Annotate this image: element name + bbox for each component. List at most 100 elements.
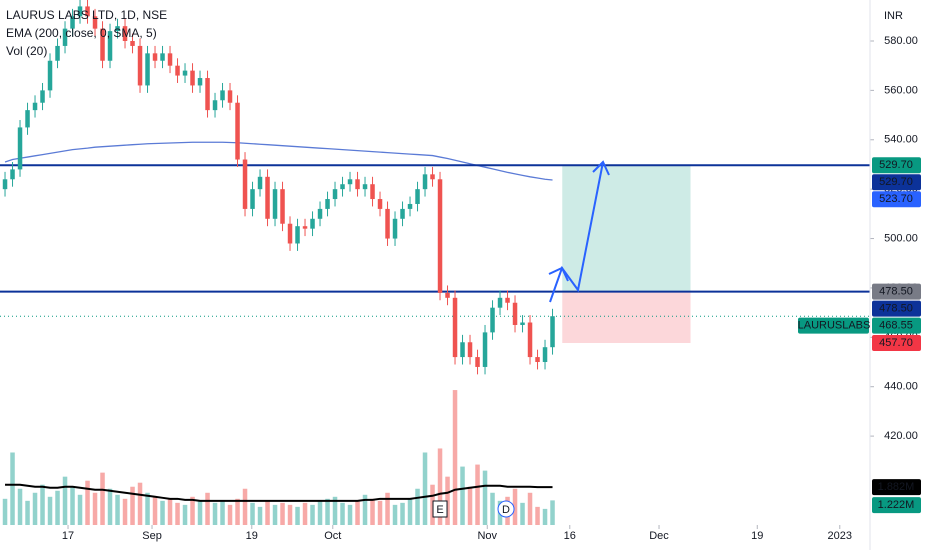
candle-body	[527, 322, 533, 358]
volume-bar	[160, 500, 165, 525]
volume-bar	[512, 488, 518, 525]
volume-bar	[542, 508, 548, 525]
volume-bar	[212, 502, 218, 525]
price-label: 478.50	[879, 286, 913, 298]
volume-bar	[167, 498, 173, 525]
chart-title: LAURUS LABS LTD, 1D, NSE	[6, 8, 167, 22]
candle-body	[212, 100, 218, 111]
price-label: 529.70	[879, 159, 913, 171]
volume-ma	[5, 483, 553, 502]
candle-body	[47, 60, 53, 91]
candle-body	[287, 223, 293, 244]
indicator-label: EMA (200, close, 0, SMA, 5)	[6, 26, 157, 40]
candle-body	[257, 176, 263, 190]
candle-body	[475, 357, 480, 367]
event-marker: D	[497, 500, 515, 518]
candle-body	[437, 179, 443, 293]
x-tick-label: 2023	[828, 530, 852, 542]
x-tick-label: Nov	[477, 530, 497, 542]
candle-body	[107, 31, 113, 61]
price-label-box	[872, 174, 921, 191]
volume-label-box	[872, 497, 921, 514]
candle-body	[482, 332, 488, 367]
x-tick-label: 17	[62, 530, 74, 542]
candle-body	[25, 110, 30, 128]
volume-bar	[205, 492, 210, 525]
price-label: 478.50	[879, 303, 913, 315]
volume-bar	[242, 488, 248, 525]
candle-body	[392, 218, 398, 239]
price-label-box	[872, 157, 921, 174]
price-label-box	[872, 335, 921, 352]
candle-body	[535, 357, 540, 363]
candle-body	[460, 342, 465, 358]
candle-body	[542, 347, 548, 363]
candle-body	[497, 297, 503, 308]
volume-bar	[122, 498, 128, 525]
candle-body	[2, 179, 8, 190]
volume-bar	[535, 506, 540, 525]
y-tick-label: 540.00	[884, 134, 918, 146]
candle-body	[40, 90, 45, 103]
volume-bar	[310, 504, 315, 525]
candle-body	[340, 184, 345, 190]
candle-body	[32, 102, 38, 111]
candle-body	[115, 26, 120, 32]
candle-body	[295, 226, 300, 244]
candle-body	[62, 28, 68, 46]
volume-bar	[115, 494, 120, 525]
volume-bar	[377, 500, 383, 525]
candle-body	[242, 159, 248, 209]
candle-body	[430, 174, 435, 180]
volume-bar	[152, 496, 158, 525]
volume-bar	[362, 494, 368, 525]
candle-body	[77, 6, 83, 17]
candle-body	[332, 189, 338, 200]
candle-body	[122, 26, 128, 41]
x-tick-label: Oct	[324, 530, 341, 542]
candle-body	[220, 90, 225, 101]
volume-bar	[227, 504, 233, 525]
volume-bar	[475, 464, 480, 525]
x-tick-label: 16	[564, 530, 576, 542]
candle-body	[355, 179, 360, 190]
candle-body	[205, 78, 210, 111]
y-tick-label: 580.00	[884, 35, 918, 47]
candle-body	[160, 53, 165, 61]
volume-label: 1.222M	[878, 499, 915, 511]
candle-body	[100, 28, 105, 61]
volume-bar	[182, 504, 188, 525]
volume-bar	[527, 492, 533, 525]
event-marker: E	[432, 500, 448, 518]
candle-body	[520, 322, 525, 325]
volume-bar	[400, 502, 405, 525]
candle-body	[175, 65, 180, 76]
volume-bar	[317, 500, 323, 525]
candle-body	[130, 40, 135, 46]
volume-bar	[437, 448, 443, 525]
volume-bar	[100, 472, 105, 525]
candle-body	[370, 184, 375, 200]
volume-bar	[272, 504, 278, 525]
indicator-label: Vol (20)	[6, 44, 47, 58]
volume-bar	[85, 480, 90, 525]
candle-body	[55, 45, 60, 61]
price-label-box	[872, 191, 921, 208]
candle-body	[310, 218, 315, 229]
candle-body	[302, 226, 308, 229]
candle-body	[550, 316, 555, 348]
currency: INR	[884, 10, 903, 22]
arrow-path	[549, 161, 604, 303]
candle-body	[377, 199, 383, 209]
candle-body	[325, 199, 330, 209]
arrow-head	[548, 266, 569, 282]
volume-bar	[467, 486, 473, 525]
x-tick-label: Dec	[649, 530, 669, 542]
symbol-box	[798, 317, 869, 334]
x-tick-label: 19	[751, 530, 763, 542]
candle-body	[415, 189, 420, 204]
price-label: 457.70	[879, 337, 913, 349]
candle-body	[265, 176, 270, 219]
x-tick-label: Sep	[142, 530, 162, 542]
